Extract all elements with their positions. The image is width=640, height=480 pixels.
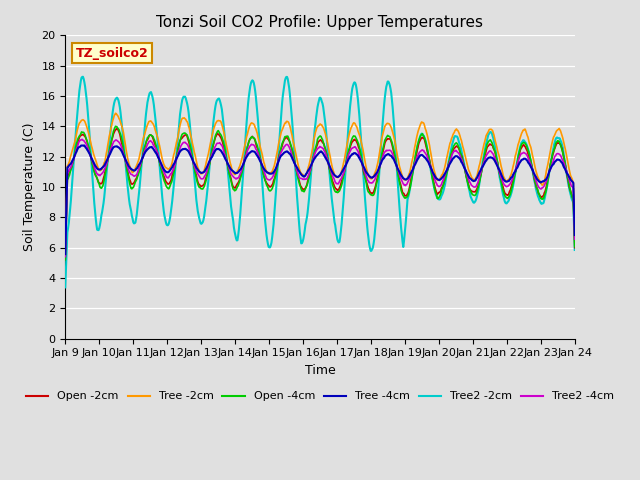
Title: Tonzi Soil CO2 Profile: Upper Temperatures: Tonzi Soil CO2 Profile: Upper Temperatur…: [157, 15, 483, 30]
Y-axis label: Soil Temperature (C): Soil Temperature (C): [23, 123, 36, 251]
Text: TZ_soilco2: TZ_soilco2: [76, 47, 148, 60]
X-axis label: Time: Time: [305, 364, 335, 377]
Legend: Open -2cm, Tree -2cm, Open -4cm, Tree -4cm, Tree2 -2cm, Tree2 -4cm: Open -2cm, Tree -2cm, Open -4cm, Tree -4…: [22, 387, 618, 406]
